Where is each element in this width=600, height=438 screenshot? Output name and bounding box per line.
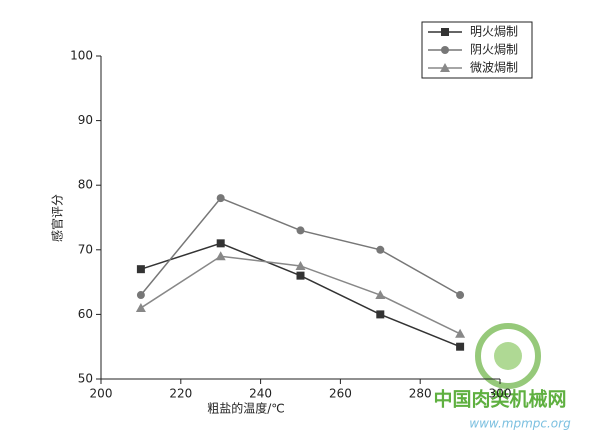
marker	[135, 302, 146, 312]
marker	[216, 194, 225, 203]
series-line	[140, 197, 461, 296]
marker	[376, 245, 385, 254]
marker	[136, 291, 145, 300]
marker	[296, 271, 305, 280]
legend-label: 阴火焗制	[470, 42, 518, 57]
x-axis-label: 粗盐的温度/℃	[207, 401, 285, 416]
x-tick-label: 280	[409, 387, 432, 401]
x-tick-label: 240	[249, 387, 272, 401]
x-tick-label: 300	[489, 387, 512, 401]
marker	[295, 260, 306, 270]
y-tick-label: 100	[70, 49, 93, 63]
y-tick-label: 90	[78, 113, 93, 127]
x-tick-label: 220	[169, 387, 192, 401]
legend-label: 微波焗制	[470, 60, 518, 75]
marker	[215, 251, 226, 261]
y-tick-label: 80	[78, 178, 93, 192]
watermark-title: 中国肉类机械网	[433, 388, 566, 411]
marker	[441, 28, 449, 36]
marker	[376, 310, 385, 319]
marker	[441, 46, 449, 54]
marker	[440, 63, 450, 72]
marker	[456, 291, 465, 300]
y-tick-label: 60	[78, 307, 93, 321]
marker	[216, 239, 225, 248]
marker	[455, 328, 466, 338]
x-tick-label: 260	[329, 387, 352, 401]
series-line	[140, 242, 461, 348]
y-tick-label: 50	[78, 372, 93, 386]
x-tick-label: 200	[90, 387, 113, 401]
logo	[475, 323, 541, 389]
marker	[296, 226, 305, 235]
legend-label: 明火焗制	[470, 24, 518, 39]
watermark-url: www.mpmpc.org	[469, 417, 571, 431]
y-axis-label: 感官评分	[50, 194, 65, 242]
marker	[375, 290, 386, 300]
marker	[456, 342, 465, 351]
y-tick-label: 70	[78, 242, 93, 256]
marker	[136, 265, 145, 274]
